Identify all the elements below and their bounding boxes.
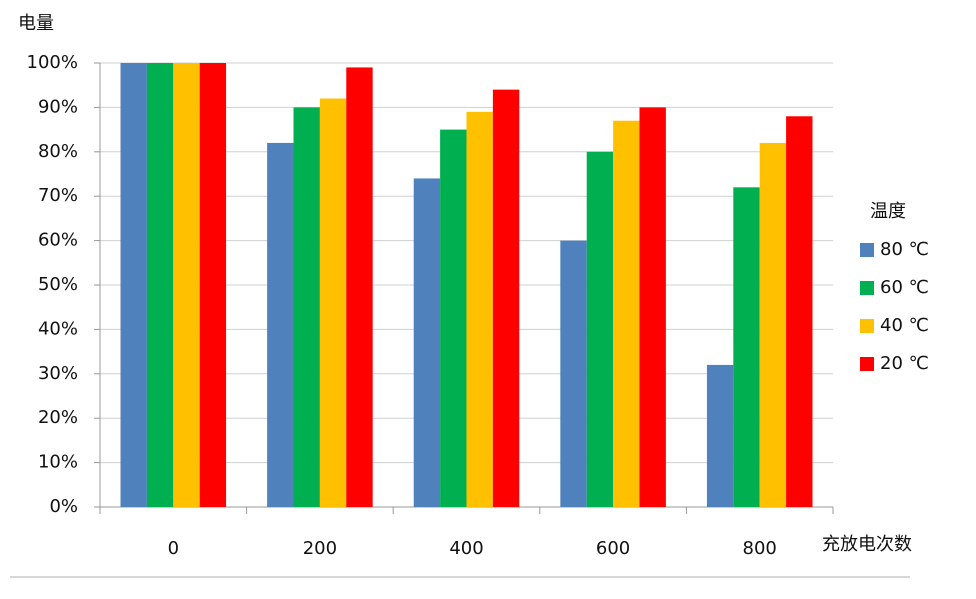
bar [146,63,174,507]
x-tick-label: 200 [303,538,337,559]
bar [586,151,614,508]
bar [613,120,640,507]
x-axis-label: 充放电次数 [822,534,912,555]
bar [120,63,147,507]
legend-label: 60 ℃ [880,277,929,298]
y-tick-label: 80% [38,141,78,162]
x-tick-label: 400 [449,538,483,559]
bar [413,178,441,507]
bar [293,107,320,508]
y-tick-label: 60% [38,230,78,251]
bar [199,63,227,507]
bar [639,107,666,508]
bar [319,98,347,508]
bar [759,142,787,508]
bar [786,116,813,507]
legend-title: 温度 [870,201,906,222]
bar [173,63,200,507]
y-tick-label: 30% [38,363,78,384]
legend-label: 20 ℃ [880,353,929,374]
bar [346,67,373,507]
y-tick-label: 100% [27,52,78,73]
y-tick-label: 50% [38,274,78,295]
bar [440,129,467,507]
x-tick-label: 600 [596,538,630,559]
y-tick-label: 0% [49,496,78,517]
x-tick-label: 0 [168,538,179,559]
legend-swatch [860,319,874,333]
y-tick-label: 40% [38,318,78,339]
legend-swatch [860,357,874,371]
y-axis-label: 电量 [18,13,54,34]
bar [560,240,587,507]
bar [492,89,520,507]
legend-swatch [860,281,874,295]
legend-label: 80 ℃ [880,239,929,260]
legend-swatch [860,243,874,257]
bar [466,111,493,507]
x-tick-label: 800 [743,538,777,559]
y-tick-label: 70% [38,185,78,206]
y-tick-label: 20% [38,407,78,428]
bar [267,142,294,508]
bar [733,187,760,507]
legend-label: 40 ℃ [880,315,929,336]
y-tick-label: 90% [38,96,78,117]
y-tick-label: 10% [38,452,78,473]
bar [706,364,734,507]
